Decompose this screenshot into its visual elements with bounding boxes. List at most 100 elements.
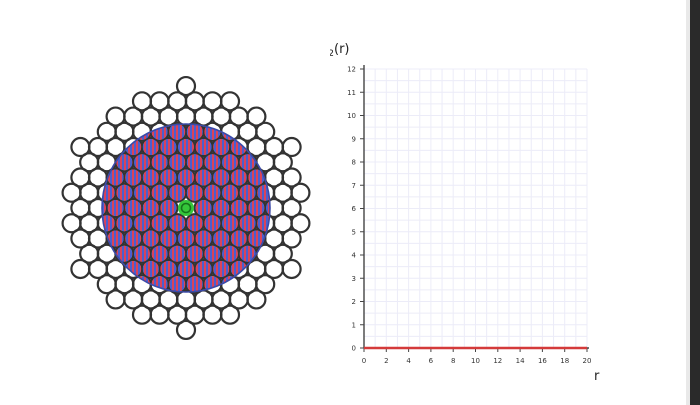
particle-striped [169,184,186,201]
x-tick-label: 10 [471,357,480,365]
particle-striped [142,200,159,216]
particle-striped [222,215,238,232]
particle-striped [204,184,221,201]
x-tick-label: 2 [384,357,388,365]
particle [255,121,276,142]
particle-striped [195,230,212,247]
particle-striped [222,184,238,201]
particle-striped [195,260,212,277]
particle-striped [107,200,124,216]
particle-striped [151,245,168,262]
particle-striped [178,169,194,186]
particle [246,106,267,127]
y-tick-label: 12 [347,66,356,74]
particle-striped [125,169,142,186]
particle-striped [160,169,177,186]
particle [219,304,241,325]
particle-striped [151,184,168,201]
particle-striped [142,260,159,277]
particle-striped [248,230,265,247]
particle-striped [186,124,203,140]
particle-striped [186,154,203,171]
particle [131,304,153,325]
y-tick-label: 4 [352,252,357,260]
x-tick-label: 8 [451,357,455,365]
particle-striped [186,215,203,232]
center-particle[interactable] [178,200,194,216]
particle-striped [248,169,265,186]
window-edge [686,0,690,405]
particle-striped [239,245,256,262]
particle [246,289,267,310]
chart-grid [363,68,588,349]
shell-circle [101,123,271,293]
x-tick-label: 0 [362,357,366,365]
particle-striped [160,260,177,277]
particle-striped [230,169,247,186]
x-tick-label: 4 [406,357,411,365]
particle-striped [213,200,230,216]
particle-striped [213,139,230,156]
particle-striped [213,169,230,186]
particle [272,243,293,264]
y-tick-label: 10 [347,112,356,120]
y-axis-label: g2(r) [330,42,350,59]
particle [281,197,302,219]
particle-striped [134,184,150,201]
particle-striped [204,245,221,262]
x-tick-label: 16 [538,357,547,365]
y-tick-label: 3 [352,275,356,283]
particle-striped [239,184,256,201]
y-tick-label: 8 [352,159,356,167]
particle [255,274,276,295]
particle-striped [134,154,150,171]
particle-striped [169,215,186,232]
particle [281,228,302,249]
x-axis-label: r [594,369,600,384]
particle [219,91,241,112]
y-tick-label: 2 [352,298,356,306]
y-tick-label: 0 [352,345,356,353]
particle-striped [213,230,230,247]
particle-striped [116,215,133,232]
particle [281,167,302,188]
particle-striped [142,169,159,186]
particle [272,152,293,173]
particle-striped [160,139,177,156]
particle-striped [186,245,203,262]
particle-striped [204,154,221,171]
particle-striped [186,276,203,292]
y-tick-label: 7 [352,182,356,190]
particle-striped [239,215,256,232]
particle-striped [134,245,150,262]
particle-striped [116,184,133,201]
particle-striped [178,139,194,156]
x-tick-label: 6 [429,357,434,365]
particle-striped [116,154,133,171]
particle-striped [125,230,142,247]
particle-striped [195,200,212,216]
y-tick-label: 9 [352,135,356,143]
x-tick-label: 14 [516,357,525,365]
particle-striped [195,139,212,156]
particle [149,304,170,325]
particle [281,258,302,280]
particle [175,319,197,341]
particle-striped [248,200,265,216]
particle-striped [222,154,238,171]
particle [290,213,311,234]
particle-striped [178,230,194,247]
scrollbar-edge [690,0,700,405]
particle-striped [169,124,186,140]
particle [175,75,197,97]
particle-striped [160,200,177,216]
particle [281,136,302,158]
particle-striped [169,276,186,292]
particle-striped [107,169,124,186]
particle-striped [204,215,221,232]
particle-simulation-view[interactable] [0,0,330,405]
x-tick-label: 20 [583,357,592,365]
y-tick-label: 11 [347,89,356,97]
particle-striped [230,200,247,216]
